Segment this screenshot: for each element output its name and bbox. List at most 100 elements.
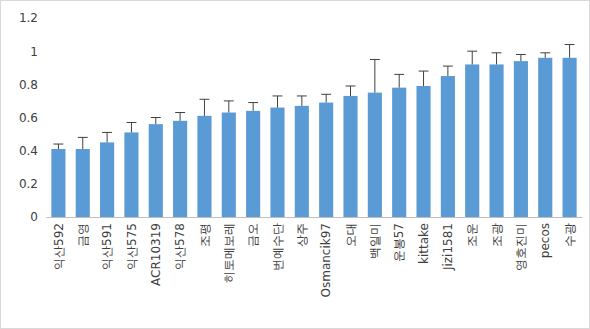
x-tick-label: 익산591 bbox=[100, 223, 114, 270]
bar bbox=[368, 93, 382, 217]
x-tick: Jizi1581 bbox=[441, 217, 455, 271]
bar bbox=[76, 149, 90, 217]
chart-frame bbox=[1, 1, 590, 329]
error-bar-cap bbox=[273, 95, 283, 96]
error-bar bbox=[492, 53, 502, 65]
x-tick-label: 운봉57 bbox=[392, 223, 406, 262]
x-tick: 익산575 bbox=[125, 217, 139, 270]
x-tick-label: 수광 bbox=[563, 223, 577, 247]
y-tick: 0.6 bbox=[19, 111, 46, 125]
x-tick-label: 상주 bbox=[295, 223, 309, 247]
error-bar-stem bbox=[545, 53, 546, 58]
error-bar bbox=[248, 103, 258, 111]
bar bbox=[416, 86, 430, 217]
x-tick-label: 히토메보레 bbox=[222, 223, 236, 283]
error-bar-stem bbox=[423, 71, 424, 86]
bar bbox=[124, 132, 138, 217]
error-bar-stem bbox=[496, 53, 497, 65]
error-bar-cap bbox=[540, 52, 550, 53]
x-tick: Osmancik97 bbox=[319, 217, 333, 298]
x-tick: ACR10319 bbox=[149, 217, 163, 286]
x-tick: 운봉57 bbox=[392, 217, 406, 262]
error-bar bbox=[565, 45, 575, 58]
error-bar-cap bbox=[102, 132, 112, 133]
x-tick: 백일미 bbox=[368, 217, 382, 259]
x-axis: 익산592금영익산591익산575ACR10319익산578조평히토메보레금오번… bbox=[47, 217, 583, 298]
error-bar-cap bbox=[224, 100, 234, 101]
bar bbox=[514, 61, 528, 217]
error-bar bbox=[394, 74, 404, 87]
x-tick: 금오 bbox=[246, 217, 260, 247]
error-bar-stem bbox=[301, 96, 302, 106]
x-tick: 히토메보레 bbox=[222, 217, 236, 283]
error-bar bbox=[443, 66, 453, 76]
marks bbox=[51, 45, 576, 217]
error-bar-stem bbox=[180, 113, 181, 121]
y-tick: 1.2 bbox=[19, 11, 46, 25]
x-tick-label: 조광 bbox=[490, 223, 504, 247]
x-tick-label: Osmancik97 bbox=[319, 223, 333, 298]
error-bar-stem bbox=[472, 51, 473, 64]
bar bbox=[563, 58, 577, 217]
x-tick-label: 조평 bbox=[198, 223, 212, 247]
x-tick-label: 백일미 bbox=[368, 223, 382, 259]
x-tick: 상주 bbox=[295, 217, 309, 247]
x-tick: 익산578 bbox=[173, 217, 187, 270]
error-bar-cap bbox=[248, 102, 258, 103]
bar bbox=[441, 76, 455, 217]
y-tick-label: 0 bbox=[30, 210, 38, 224]
error-bar bbox=[53, 144, 63, 149]
x-axis-line bbox=[47, 217, 583, 218]
x-tick: kittake bbox=[417, 217, 431, 264]
x-tick: 조광 bbox=[490, 217, 504, 247]
error-bar-stem bbox=[253, 103, 254, 111]
bar bbox=[295, 106, 309, 217]
y-tick: 1 bbox=[30, 45, 46, 59]
error-bar-stem bbox=[58, 144, 59, 149]
error-bar-cap bbox=[126, 122, 136, 123]
error-bar bbox=[78, 137, 88, 149]
bar bbox=[392, 88, 406, 217]
x-tick-label: 익산575 bbox=[125, 223, 139, 270]
bar bbox=[100, 142, 114, 217]
bar bbox=[465, 64, 479, 217]
error-bar-cap bbox=[175, 112, 185, 113]
error-bar-cap bbox=[492, 52, 502, 53]
error-bar-cap bbox=[53, 144, 63, 145]
x-tick-label: 익산592 bbox=[52, 223, 66, 270]
y-tick: 0 bbox=[30, 210, 46, 224]
x-tick-label: 영호진미 bbox=[514, 223, 528, 271]
error-bar bbox=[126, 122, 136, 132]
y-tick-label: 0.6 bbox=[19, 111, 38, 125]
x-tick-label: kittake bbox=[417, 223, 431, 264]
bar bbox=[51, 149, 65, 217]
error-bar-cap bbox=[516, 54, 526, 55]
error-bar-cap bbox=[78, 137, 88, 138]
error-bar-stem bbox=[374, 59, 375, 92]
x-tick-label: 금오 bbox=[246, 223, 260, 247]
error-bar-stem bbox=[204, 99, 205, 116]
error-bar bbox=[419, 71, 429, 86]
error-bar-stem bbox=[131, 122, 132, 132]
x-tick: 번예수단 bbox=[271, 217, 285, 271]
error-bar bbox=[321, 94, 331, 102]
error-bar-stem bbox=[155, 118, 156, 125]
error-bar-cap bbox=[467, 51, 477, 52]
x-tick: 조운 bbox=[465, 217, 479, 247]
y-tick: 0.8 bbox=[19, 78, 46, 92]
error-bar-stem bbox=[399, 74, 400, 87]
error-bar bbox=[540, 53, 550, 58]
error-bar bbox=[224, 101, 234, 113]
error-bar-stem bbox=[569, 45, 570, 58]
error-bar-cap bbox=[200, 99, 210, 100]
bar bbox=[538, 58, 552, 217]
bar bbox=[270, 108, 284, 217]
x-tick-label: Jizi1581 bbox=[441, 223, 455, 271]
bar bbox=[343, 96, 357, 217]
bar bbox=[197, 116, 211, 217]
plot: 00.20.40.60.811.2익산592금영익산591익산575ACR103… bbox=[19, 11, 583, 297]
error-bar-cap bbox=[151, 117, 161, 118]
x-tick-label: ACR10319 bbox=[149, 223, 163, 286]
error-bar bbox=[175, 113, 185, 121]
bar bbox=[222, 113, 236, 217]
